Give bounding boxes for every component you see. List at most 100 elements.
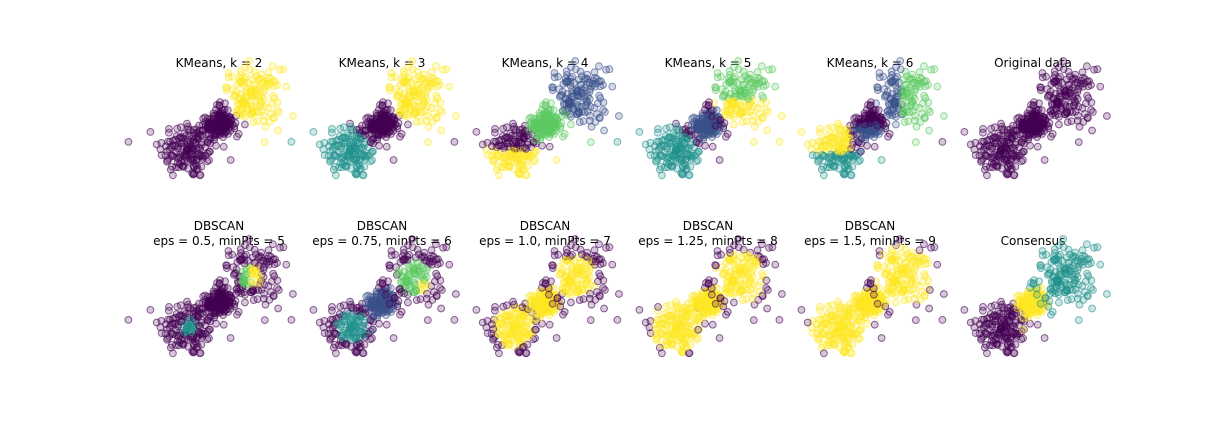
- data-point: [586, 289, 594, 298]
- data-point: [762, 276, 771, 285]
- data-point: [282, 82, 291, 91]
- data-point: [520, 313, 528, 321]
- data-point: [993, 161, 1001, 170]
- data-point: [239, 97, 247, 106]
- data-point: [495, 171, 503, 180]
- data-point: [418, 101, 427, 110]
- data-point: [722, 107, 730, 115]
- data-point: [1103, 112, 1111, 120]
- data-point: [249, 108, 258, 117]
- data-point: [816, 303, 824, 311]
- data-point: [892, 120, 900, 129]
- data-point: [267, 110, 275, 118]
- data-point: [255, 95, 264, 103]
- data-point: [124, 138, 133, 146]
- data-point: [171, 141, 180, 150]
- data-point: [586, 138, 595, 147]
- data-point: [386, 83, 394, 92]
- data-point: [660, 141, 669, 150]
- data-point: [385, 121, 394, 130]
- data-point: [1012, 155, 1021, 163]
- data-point: [161, 151, 170, 160]
- data-point: [701, 283, 709, 292]
- data-point: [657, 162, 665, 171]
- data-point: [269, 62, 277, 71]
- data-point: [404, 298, 412, 307]
- data-point: [282, 260, 291, 269]
- data-point: [552, 156, 561, 164]
- data-point: [548, 121, 557, 130]
- data-point: [758, 91, 766, 100]
- data-point: [797, 128, 806, 136]
- data-point: [497, 141, 506, 150]
- data-point: [521, 143, 529, 152]
- data-point: [549, 83, 557, 92]
- data-point: [893, 72, 901, 81]
- data-point: [418, 273, 427, 281]
- data-point: [717, 72, 725, 81]
- data-point: [223, 261, 231, 270]
- data-point: [275, 108, 283, 116]
- data-point: [524, 333, 533, 341]
- data-point: [335, 310, 344, 319]
- data-point: [1051, 90, 1060, 98]
- data-point: [495, 152, 503, 160]
- data-point: [845, 135, 853, 143]
- data-point: [813, 142, 821, 151]
- data-point: [562, 67, 571, 76]
- data-point: [287, 316, 296, 324]
- data-point: [275, 286, 283, 294]
- data-point: [357, 135, 366, 143]
- data-point: [1096, 82, 1105, 91]
- data-point: [899, 102, 907, 111]
- data-point: [226, 334, 235, 342]
- data-point: [672, 325, 680, 333]
- data-point: [1029, 119, 1038, 127]
- data-point: [650, 329, 659, 338]
- data-point: [684, 321, 692, 330]
- data-point: [730, 120, 738, 129]
- data-point: [233, 107, 241, 115]
- data-point: [768, 65, 777, 74]
- data-point: [683, 135, 691, 143]
- data-point: [708, 320, 717, 329]
- panel-6: Original data: [938, 56, 1111, 180]
- data-point: [410, 268, 419, 277]
- data-point: [708, 290, 716, 299]
- data-point: [749, 289, 757, 298]
- data-point: [870, 112, 878, 121]
- data-point: [600, 126, 608, 135]
- data-point: [509, 147, 517, 155]
- data-point: [405, 250, 413, 259]
- data-point: [452, 290, 460, 298]
- data-point: [334, 141, 343, 150]
- data-point: [711, 299, 720, 308]
- data-point: [176, 153, 185, 162]
- data-point: [258, 78, 267, 87]
- data-point: [900, 108, 908, 117]
- data-point: [745, 252, 753, 261]
- data-point: [247, 268, 256, 277]
- data-point: [725, 245, 734, 254]
- data-point: [488, 320, 496, 329]
- data-point: [410, 90, 419, 99]
- data-point: [396, 132, 404, 141]
- data-point: [712, 83, 720, 92]
- data-point: [595, 91, 603, 100]
- panel-title: DBSCAN: [194, 219, 244, 233]
- data-point: [682, 164, 691, 173]
- data-point: [694, 325, 702, 334]
- data-point: [171, 319, 180, 328]
- data-point: [907, 74, 915, 83]
- data-point: [375, 283, 383, 292]
- data-point: [615, 112, 623, 120]
- data-point: [924, 98, 933, 107]
- data-point: [309, 128, 318, 136]
- data-point: [241, 298, 249, 307]
- data-point: [1070, 74, 1078, 83]
- data-point: [216, 98, 224, 107]
- data-point: [325, 320, 333, 329]
- data-point: [812, 151, 821, 160]
